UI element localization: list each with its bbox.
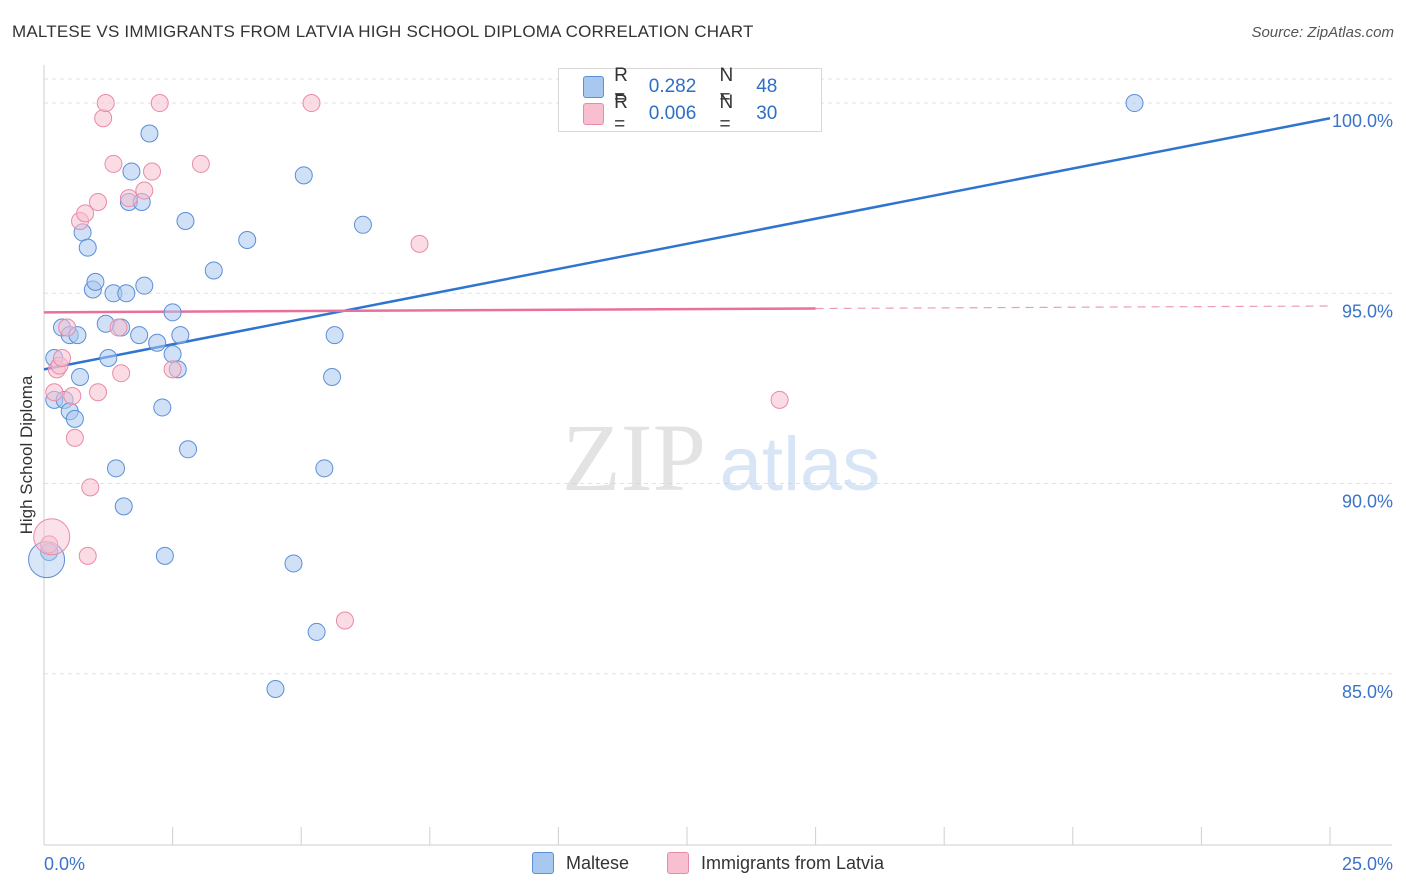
latvia-point (109, 318, 128, 337)
legend-r-label: R = (614, 65, 628, 108)
maltese-point (315, 459, 334, 478)
y-axis-label: High School Diploma (17, 375, 36, 535)
latvia-point (770, 390, 789, 409)
maltese-point (122, 162, 141, 181)
legend-n-value: 48 (756, 76, 778, 97)
watermark-atlas: atlas (720, 422, 881, 507)
maltese-point (179, 440, 198, 459)
grid-layer (44, 78, 1392, 675)
watermark: ZIP atlas (562, 404, 880, 511)
y-tick-label: 95.0% (1342, 301, 1393, 321)
x-tick-label: 25.0% (1342, 854, 1393, 874)
latvia-point (335, 611, 354, 630)
legend-item-label: Immigrants from Latvia (701, 852, 885, 873)
latvia-point (112, 364, 131, 383)
maltese-point (307, 622, 326, 641)
legend-r-value: 0.282 (648, 76, 697, 97)
maltese-point (86, 272, 105, 291)
maltese-point (238, 231, 257, 250)
latvia-point (45, 383, 64, 402)
latvia-point (63, 387, 82, 406)
y-tick-label: 90.0% (1342, 492, 1393, 512)
legend-r-label: R = (614, 92, 628, 135)
latvia-trend-extension (815, 305, 1331, 310)
latvia-point (150, 94, 169, 113)
maltese-point (65, 409, 84, 428)
latvia-point (89, 192, 108, 211)
latvia-point (94, 109, 113, 128)
legend-n-label: N = (719, 65, 734, 108)
maltese-point (171, 326, 190, 345)
latvia-point (33, 518, 71, 556)
maltese-swatch (583, 76, 605, 98)
axis-layer (43, 65, 1392, 846)
legend-r-value: 0.006 (648, 103, 697, 124)
latvia-point (89, 383, 108, 402)
maltese-point (71, 368, 90, 386)
maltese-point (155, 546, 174, 565)
legend-n-value: 30 (756, 103, 778, 124)
maltese-point (148, 333, 167, 352)
x-tick-label: 0.0% (44, 854, 85, 874)
y-tick-label: 100.0% (1332, 111, 1393, 131)
watermark-zip: ZIP (562, 404, 706, 511)
maltese-point (353, 215, 372, 234)
maltese-point (294, 166, 313, 185)
latvia-point (53, 348, 72, 367)
latvia-swatch (667, 852, 689, 874)
series-legend: Maltese Immigrants from Latvia (0, 850, 1406, 878)
maltese-trend-line (43, 117, 1331, 371)
maltese-point (140, 124, 159, 143)
latvia-point (410, 234, 429, 253)
latvia-point (119, 189, 138, 208)
maltese-point (78, 238, 97, 257)
latvia-point (104, 154, 123, 173)
latvia-point (65, 428, 84, 447)
latvia-point (302, 94, 321, 113)
maltese-point (163, 345, 182, 364)
legend-item-maltese: Maltese (532, 852, 629, 874)
maltese-point (130, 326, 149, 345)
latvia-point (163, 360, 182, 379)
latvia-point (78, 546, 97, 565)
maltese-point (266, 680, 285, 698)
maltese-point (117, 284, 136, 303)
maltese-point (325, 326, 344, 345)
trend-layer (43, 117, 1331, 371)
latvia-point (96, 94, 115, 113)
maltese-point (114, 497, 133, 516)
source-label: Source: ZipAtlas.com (1251, 24, 1394, 41)
maltese-point (99, 348, 118, 367)
maltese-point (284, 554, 303, 573)
chart-title: MALTESE VS IMMIGRANTS FROM LATVIA HIGH S… (12, 22, 754, 41)
y-tick-label: 85.0% (1342, 682, 1393, 702)
latvia-point (40, 535, 59, 554)
maltese-point (163, 303, 182, 322)
maltese-point (204, 261, 223, 280)
legend-row-maltese: R = 0.282 N = 48 (583, 65, 821, 108)
legend-item-latvia: Immigrants from Latvia (667, 852, 884, 874)
tick-label-layer: 85.0% 90.0% 95.0% 100.0% 0.0% 25.0% (44, 111, 1393, 874)
correlation-legend: R = 0.282 N = 48 R = 0.006 N = 30 (558, 65, 822, 135)
maltese-swatch (532, 852, 554, 874)
maltese-point (1125, 94, 1144, 113)
maltese-point (107, 459, 126, 478)
legend-item-label: Maltese (566, 852, 630, 873)
latvia-point (191, 154, 210, 173)
latvia-point (58, 318, 77, 337)
latvia-trend-line (43, 307, 816, 314)
legend-row-latvia: R = 0.006 N = 30 (583, 92, 821, 135)
maltese-point (135, 276, 154, 295)
latvia-point (135, 181, 154, 200)
latvia-point (143, 162, 162, 181)
maltese-point (323, 368, 342, 386)
latvia-point (76, 204, 95, 223)
maltese-point (153, 398, 172, 417)
latvia-point (81, 478, 100, 497)
latvia-swatch (583, 103, 605, 125)
maltese-point (176, 212, 195, 230)
legend-n-label: N = (719, 92, 734, 135)
points-layer (28, 94, 1144, 698)
